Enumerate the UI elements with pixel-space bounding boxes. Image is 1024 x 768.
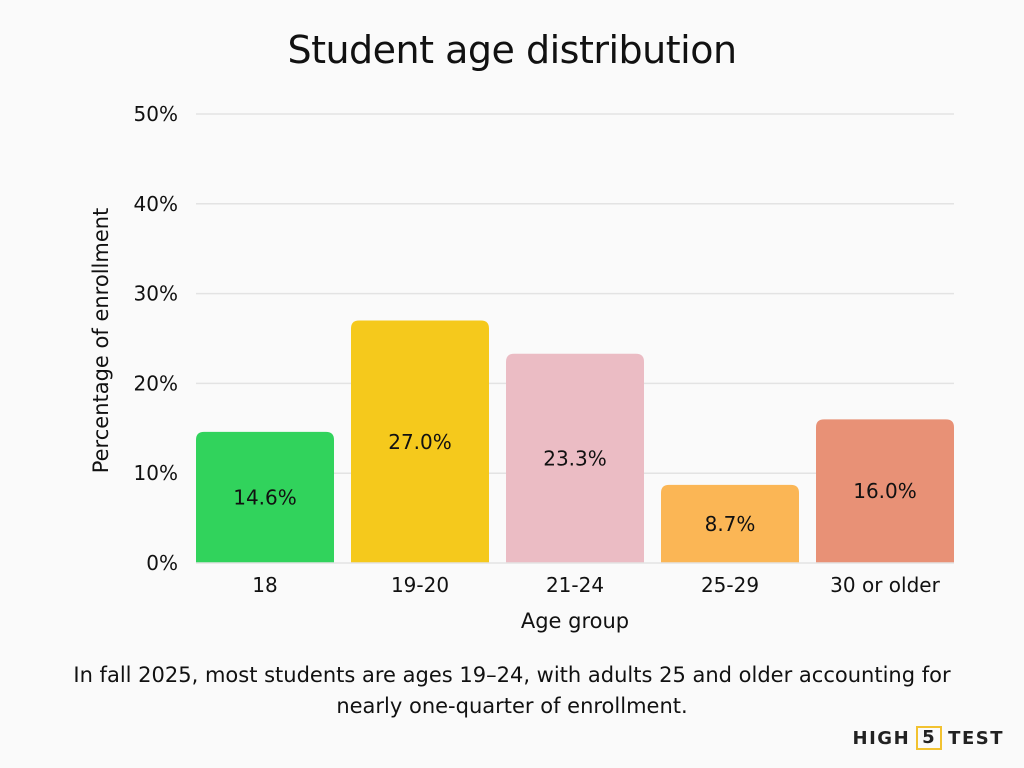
y-tick-label: 50% [134,102,178,126]
bar-18 [196,431,334,563]
y-axis-label: Percentage of enrollment [89,208,113,474]
logo-text-five: 5 [916,726,943,750]
x-tick-label: 30 or older [830,573,940,597]
bar-value-label: 27.0% [388,430,452,454]
bar-value-label: 8.7% [705,512,756,536]
bar-value-label: 14.6% [233,485,297,509]
logo-text-left: HIGH [852,727,911,749]
high5test-logo: HIGH 5 TEST [853,726,1004,750]
y-tick-label: 30% [134,282,178,306]
bar-25-29 [661,484,799,563]
y-tick-label: 10% [134,461,178,485]
chart-title: Student age distribution [287,28,737,72]
x-tick-label: 25-29 [701,573,759,597]
x-tick-label: 21-24 [546,573,604,597]
bar-30-or-older [816,419,954,563]
x-tick-label: 18 [252,573,277,597]
x-axis-label: Age group [521,609,629,633]
y-tick-label: 20% [134,371,178,395]
bar-value-label: 16.0% [853,479,917,503]
chart-caption: In fall 2025, most students are ages 19–… [73,663,951,718]
x-tick-label: 19-20 [391,573,449,597]
bar-value-label: 23.3% [543,446,607,470]
bar-19-20 [351,320,489,563]
bar-21-24 [506,353,644,563]
logo-text-right: TEST [948,727,1004,749]
y-tick-label: 40% [134,192,178,216]
y-tick-label: 0% [146,551,178,575]
